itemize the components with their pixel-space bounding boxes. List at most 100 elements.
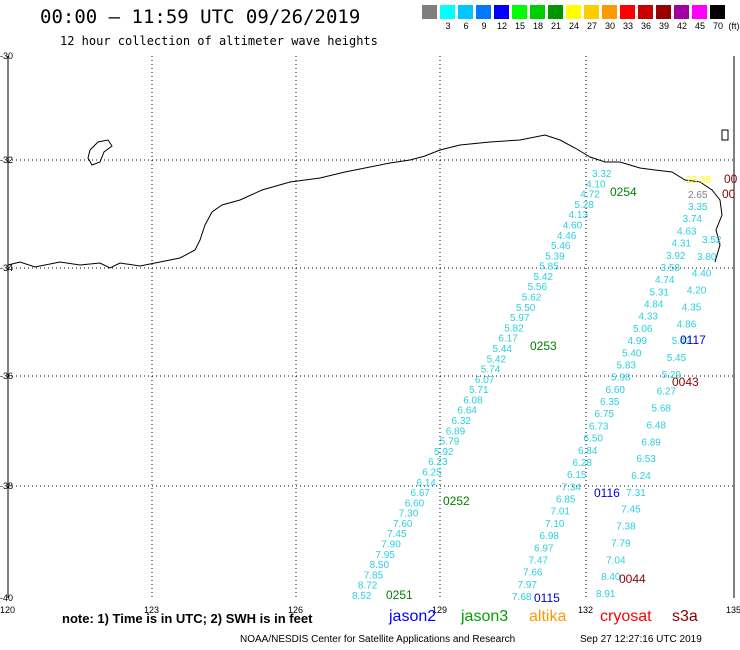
wave-height-value: 5.06 (633, 324, 653, 335)
lon-tick-label: 135 (726, 605, 740, 615)
wave-height-value: 3.92 (666, 251, 686, 262)
pass-label: 0116 (594, 486, 620, 500)
wave-height-value: 4.10 (586, 179, 606, 190)
legend-swatch (656, 5, 671, 19)
pass-label: 0115 (534, 591, 560, 605)
legend-swatch (476, 5, 491, 19)
altimeter-track-left: 3.324.104.725.284.134.604.465.465.395.85… (352, 169, 612, 602)
wave-height-value: 5.42 (487, 354, 507, 365)
wave-height-value: 3.58 (661, 263, 681, 274)
wave-height-value: 6.17 (498, 334, 518, 345)
pass-label: 0254 (610, 185, 637, 199)
wave-height-value: 4.63 (677, 226, 697, 237)
satellite-name: altika (529, 608, 567, 625)
extra-wave-value: 23.38 (686, 175, 711, 186)
lon-tick-label: 132 (578, 605, 593, 615)
pass-label: 00 (722, 187, 736, 201)
legend-label: 33 (622, 21, 633, 31)
wave-height-value: 5.42 (672, 336, 692, 347)
wave-height-value: 6.23 (428, 457, 448, 468)
wave-height-value: 4.20 (687, 286, 707, 297)
map-title: 00:00 – 11:59 UTC 09/26/2019 (40, 6, 361, 28)
wave-height-value: 5.44 (493, 344, 513, 355)
wave-height-value: 8.40 (601, 572, 621, 583)
legend-swatch (584, 5, 599, 19)
wave-height-value: 6.53 (636, 454, 656, 465)
wave-height-value: 6.07 (475, 375, 495, 386)
wave-height-value: 4.13 (569, 210, 589, 221)
pass-label: 00 (724, 172, 738, 186)
wave-height-value: 3.35 (688, 202, 708, 213)
wave-height-value: 5.92 (434, 447, 454, 458)
wave-height-value: 4.33 (639, 312, 659, 323)
wave-height-value: 5.85 (539, 262, 559, 273)
wave-height-value: 6.64 (457, 406, 477, 417)
extra-values: 23.38 2.65 (686, 175, 711, 201)
wave-height-value: 7.95 (375, 550, 395, 561)
wave-height-value: 6.28 (573, 458, 593, 469)
legend-swatch (512, 5, 527, 19)
wave-height-value: 6.50 (584, 434, 604, 445)
wave-height-value: 5.40 (622, 348, 642, 359)
wave-height-value: 4.60 (563, 221, 583, 232)
wave-height-value: 6.48 (647, 420, 667, 431)
wave-height-value: 6.89 (641, 437, 661, 448)
wave-height-value: 5.45 (667, 353, 687, 364)
wave-height-value: 5.31 (650, 287, 670, 298)
wave-height-value: 7.60 (393, 519, 413, 530)
wave-height-value: 8.52 (352, 591, 372, 602)
wave-height-value: 5.29 (662, 370, 682, 381)
extra-wave-value: 2.65 (688, 190, 708, 201)
wave-height-value: 7.90 (381, 540, 401, 551)
wave-height-value: 6.75 (595, 409, 615, 420)
wave-height-value: 4.35 (682, 302, 702, 313)
wave-height-value: 7.85 (364, 570, 384, 581)
graticule: 120 123 126 129 132 135 -30 -32 -34 -36 -38 -40 (0, 51, 740, 615)
wave-height-value: 4.84 (644, 300, 664, 311)
legend-swatch (440, 5, 455, 19)
legend-label: 39 (658, 21, 669, 31)
wave-height-value: 6.32 (452, 416, 472, 427)
wave-height-value: 6.67 (411, 488, 431, 499)
lat-tick-label: -34 (0, 263, 13, 273)
wave-height-value: 7.34 (562, 482, 582, 493)
wave-height-value: 3.80 (697, 252, 717, 263)
satellite-name: jason2 (389, 608, 437, 625)
wave-height-value: 5.39 (545, 251, 565, 262)
coastline (7, 134, 723, 269)
wave-height-value: 6.73 (589, 421, 609, 432)
altimeter-track-right: 3.353.744.63 4.313.923.584.745.31 4.844.33… (512, 202, 708, 603)
legend-label: 21 (550, 21, 561, 31)
lat-tick-label: -38 (0, 481, 13, 491)
wave-height-value: 7.04 (606, 555, 626, 566)
wave-height-value: 7.47 (529, 555, 549, 566)
lat-tick-label: -40 (0, 593, 13, 603)
legend-swatch (674, 5, 689, 19)
legend-swatch (692, 5, 707, 19)
wave-height-value: 6.97 (534, 543, 554, 554)
legend-swatch (638, 5, 653, 19)
lon-tick-label: 120 (0, 605, 15, 615)
wave-height-value: 6.35 (600, 397, 620, 408)
wave-height-value: 5.74 (481, 365, 501, 376)
legend-label: 24 (568, 21, 579, 31)
wave-height-value: 4.86 (677, 319, 697, 330)
legend-swatch (602, 5, 617, 19)
wave-height-value: 4.72 (580, 190, 600, 201)
wave-height-value: 5.97 (510, 313, 530, 324)
wave-height-value: 6.84 (578, 446, 598, 457)
island (87, 139, 113, 166)
lon-tick-label: 126 (288, 605, 303, 615)
legend-label: 18 (532, 21, 543, 31)
wave-height-value: 4.46 (557, 231, 577, 242)
wave-height-value: 5.68 (652, 404, 672, 415)
pass-label: 0043 (672, 375, 699, 389)
legend-label: 27 (586, 21, 597, 31)
altimeter-track-right2: 3.52 3.80 4.40 4.20 4.35 4.86 5.42 5.45 5.29 6.27… (596, 235, 722, 600)
legend-swatch (710, 5, 725, 19)
wave-height-value: 7.38 (616, 522, 636, 533)
legend-label: 9 (481, 21, 487, 31)
credit-line: NOAA/NESDIS Center for Satellite Applica… (240, 634, 516, 645)
legend-label: 36 (640, 21, 651, 31)
